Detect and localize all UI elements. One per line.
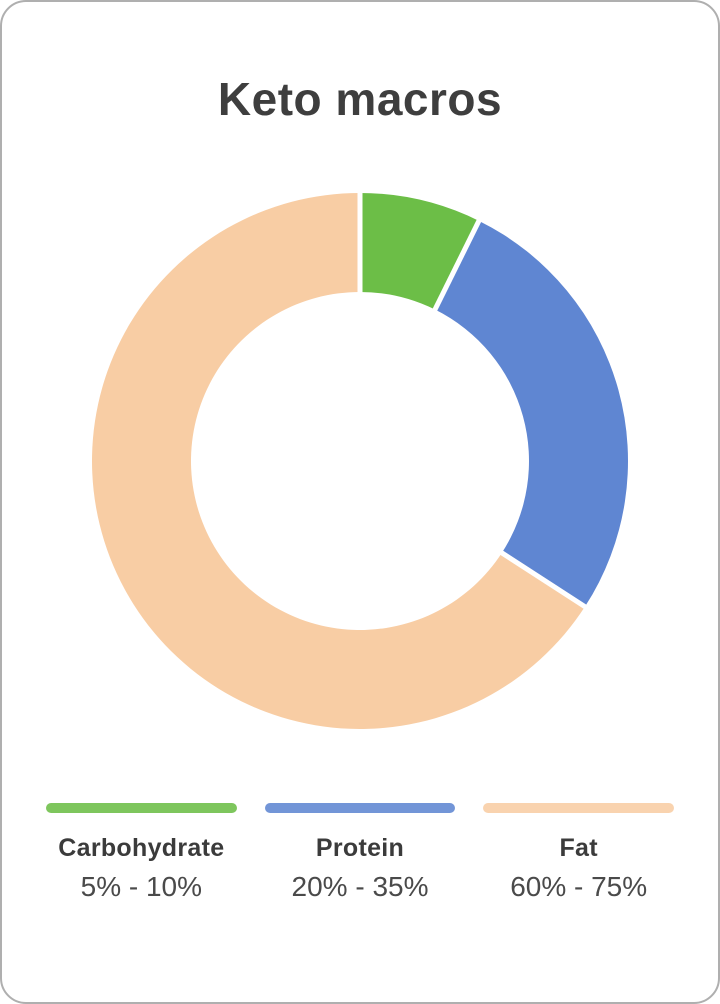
legend-range-protein: 20% - 35% [291,870,429,902]
chart-title: Keto macros [217,73,503,125]
legend-item-carbohydrate: Carbohydrate 5% - 10% [46,802,237,903]
donut-chart [92,189,629,729]
legend-swatch-fat [483,802,675,813]
legend-swatch-carbohydrate [46,802,237,813]
legend-label-fat: Fat [559,833,598,862]
legend-range-fat: 60% - 75% [510,870,648,902]
legend-swatch-protein [264,802,456,813]
legend: Carbohydrate 5% - 10% Protein 20% - 35% … [46,802,675,903]
legend-label-protein: Protein [315,833,405,862]
legend-label-carbohydrate: Carbohydrate [58,833,225,862]
legend-item-protein: Protein 20% - 35% [264,802,456,903]
legend-range-carbohydrate: 5% - 10% [80,870,203,902]
legend-item-fat: Fat 60% - 75% [483,802,675,903]
